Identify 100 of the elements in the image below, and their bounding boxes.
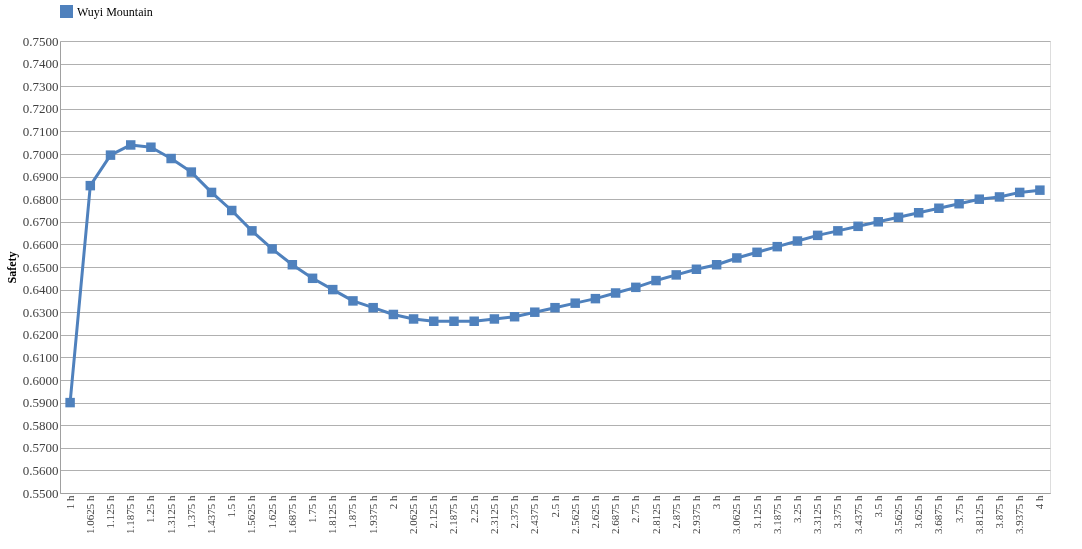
- x-tick-label: 1.75 h: [306, 495, 319, 523]
- point: [550, 302, 560, 313]
- point: [287, 260, 298, 270]
- point: [469, 316, 479, 326]
- y-tick-label: 0.7500: [22, 33, 59, 49]
- x-tick-label: 2.25 h: [467, 495, 480, 523]
- x-tick-label: 1 h: [63, 495, 76, 510]
- point: [85, 180, 96, 191]
- x-tick-label: 2.75 h: [629, 495, 642, 523]
- point: [368, 302, 378, 313]
- x-tick-label: 1.25 h: [144, 495, 157, 523]
- point: [812, 230, 823, 241]
- x-tick-label: 2.9375 h: [689, 495, 702, 534]
- x-tick-label: 2.0625 h: [407, 495, 420, 534]
- x-tick-label: 3.75 h: [952, 495, 965, 523]
- x-tick-label: 2.375 h: [508, 495, 521, 529]
- point: [348, 296, 358, 306]
- x-tick-label: 2.8125 h: [649, 495, 662, 534]
- x-tick-label: 3.6875 h: [932, 495, 945, 534]
- x-tick-label: 2.5 h: [548, 495, 561, 518]
- point: [934, 203, 944, 213]
- x-tick-label: 3.8125 h: [972, 495, 985, 534]
- point: [105, 150, 116, 160]
- x-tick-label: 1.375 h: [184, 495, 197, 529]
- point: [711, 260, 722, 270]
- x-tick-label: 2 h: [386, 495, 399, 510]
- y-tick-label: 0.7000: [22, 146, 59, 162]
- point: [226, 205, 237, 216]
- x-tick-label: 1.3125 h: [164, 495, 177, 534]
- x-tick-label: 1.625 h: [265, 495, 278, 529]
- point: [954, 198, 964, 209]
- point: [146, 142, 156, 152]
- y-tick-label: 0.6100: [22, 349, 59, 365]
- x-tick-label: 2.6875 h: [609, 495, 622, 534]
- x-tick-label: 2.125 h: [427, 495, 440, 529]
- y-tick-label: 0.6200: [22, 327, 59, 343]
- point: [509, 311, 520, 322]
- x-tick-label: 3.625 h: [912, 495, 925, 529]
- y-tick-label: 0.6500: [22, 259, 59, 275]
- point: [913, 208, 924, 218]
- x-tick-label: 1.0625 h: [83, 495, 96, 534]
- point: [267, 244, 277, 254]
- x-tick-label: 1.5 h: [225, 495, 238, 518]
- x-tick-label: 1.8125 h: [326, 495, 339, 534]
- y-tick-label: 0.5800: [22, 417, 59, 433]
- y-tick-label: 0.5700: [22, 440, 59, 456]
- point: [853, 221, 863, 232]
- point: [732, 253, 742, 263]
- point: [833, 226, 843, 236]
- x-tick-label: 1.875 h: [346, 495, 359, 529]
- x-tick-label: 3 h: [710, 495, 723, 510]
- y-tick-label: 0.6900: [22, 169, 59, 185]
- x-tick-label: 3.25 h: [790, 495, 803, 523]
- x-tick-label: 2.625 h: [588, 495, 601, 529]
- x-tick-label: 1.6875 h: [285, 495, 298, 534]
- point: [408, 314, 419, 324]
- point: [247, 226, 257, 236]
- point: [65, 397, 75, 408]
- point: [186, 167, 197, 177]
- point: [1035, 185, 1045, 195]
- x-tick-label: 1.9375 h: [366, 495, 379, 534]
- point: [388, 309, 399, 320]
- point: [792, 236, 803, 246]
- x-tick-label: 3.875 h: [992, 495, 1005, 529]
- point: [307, 273, 318, 284]
- point: [530, 307, 540, 317]
- x-tick-label: 2.1875 h: [447, 495, 460, 534]
- x-tick-label: 4 h: [1033, 495, 1046, 510]
- point: [489, 314, 500, 324]
- y-tick-label: 0.5500: [22, 485, 59, 501]
- x-tick-label: 2.875 h: [669, 495, 682, 529]
- y-tick-label: 0.5600: [22, 462, 59, 478]
- y-tick-label: 0.7300: [22, 78, 59, 94]
- x-tick-label: 1.1875 h: [124, 495, 137, 534]
- y-tick-label: 0.7200: [22, 101, 59, 117]
- y-tick-label: 0.5900: [22, 395, 59, 411]
- y-tick-label: 0.6800: [22, 191, 59, 207]
- point: [449, 316, 459, 326]
- point: [651, 275, 661, 286]
- y-tick-label: 0.6600: [22, 236, 59, 252]
- x-tick-label: 1.4375 h: [205, 495, 218, 534]
- x-tick-label: 3.5625 h: [891, 495, 904, 534]
- y-tick-label: 0.7400: [22, 56, 59, 72]
- x-tick-label: 3.3125 h: [811, 495, 824, 534]
- legend-label: Wuyi Mountain: [77, 4, 153, 19]
- x-tick-label: 3.4375 h: [851, 495, 864, 534]
- point: [610, 288, 621, 298]
- x-tick-label: 2.4375 h: [528, 495, 541, 534]
- x-tick-label: 3.0625 h: [730, 495, 743, 534]
- point: [974, 194, 985, 204]
- point: [994, 192, 1005, 202]
- y-tick-label: 0.6700: [22, 214, 59, 230]
- x-tick-label: 3.9375 h: [1013, 495, 1026, 534]
- point: [631, 282, 641, 293]
- y-axis-title: Safety: [4, 251, 19, 284]
- point: [671, 270, 681, 280]
- x-tick-label: 1.125 h: [104, 495, 117, 529]
- point: [570, 298, 580, 308]
- point: [893, 212, 904, 223]
- x-tick-label: 1.5625 h: [245, 495, 258, 534]
